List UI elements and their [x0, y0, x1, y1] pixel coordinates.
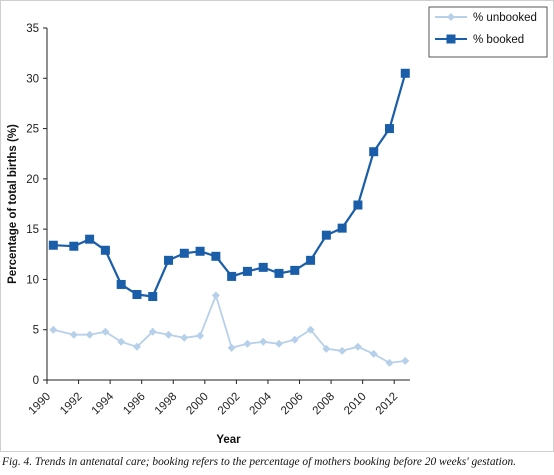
x-tick-label: 1990	[27, 391, 54, 418]
x-axis-title: Year	[216, 434, 241, 446]
data-point	[258, 262, 268, 272]
data-point	[369, 349, 378, 358]
y-tick-label: 25	[26, 124, 39, 136]
data-point	[148, 327, 157, 336]
data-point	[306, 325, 315, 334]
data-point	[69, 330, 78, 339]
data-point	[117, 337, 126, 346]
series-unbooked	[49, 291, 410, 367]
series-booked	[48, 68, 410, 302]
y-tick-label: 35	[26, 23, 39, 35]
series-layer	[48, 68, 410, 367]
x-tick-label: 2000	[184, 391, 211, 418]
data-point	[69, 241, 79, 251]
legend-swatch-marker	[447, 13, 455, 21]
legend-swatch-marker	[446, 34, 456, 44]
data-point	[101, 327, 110, 336]
data-point	[49, 325, 58, 334]
figure-caption: Fig. 4. Trends in antenatal care; bookin…	[2, 456, 517, 468]
data-point	[275, 339, 284, 348]
x-tick-label: 1994	[90, 390, 117, 417]
data-point	[274, 268, 284, 278]
data-point	[243, 339, 252, 348]
data-point	[290, 265, 300, 275]
data-point	[132, 342, 141, 351]
y-tick-label: 20	[26, 174, 39, 186]
x-tick-label: 1992	[58, 391, 85, 418]
data-point	[132, 290, 142, 300]
data-point	[100, 245, 110, 255]
data-point	[401, 356, 410, 365]
data-point	[164, 255, 174, 265]
data-point	[48, 240, 58, 250]
data-point	[353, 200, 363, 210]
data-point	[195, 246, 205, 256]
x-tick-label: 2002	[216, 391, 243, 418]
y-tick-label: 5	[33, 325, 39, 337]
data-point	[337, 223, 347, 233]
x-tick-label: 1998	[153, 391, 180, 418]
data-point	[290, 335, 299, 344]
data-point	[227, 271, 237, 281]
y-tick-label: 10	[26, 274, 39, 286]
series-line	[53, 72, 407, 298]
y-tick-label: 30	[26, 73, 39, 85]
x-tick-label: 1996	[121, 391, 148, 418]
data-point	[306, 255, 316, 265]
y-axis-title: Percentage of total births (%)	[7, 124, 19, 284]
chart-figure: 0 5 10 15 20 25 30 35 1990 1992 1994 1996 1998 2000 20…	[0, 0, 554, 452]
data-point	[369, 147, 379, 157]
data-point	[384, 124, 394, 134]
x-tick-label: 2008	[311, 391, 338, 418]
data-point	[322, 344, 331, 353]
data-point	[353, 342, 362, 351]
data-point	[85, 330, 94, 339]
data-point	[400, 68, 410, 78]
x-tick-label: 2010	[342, 391, 369, 418]
data-point	[85, 234, 95, 244]
data-point	[242, 266, 252, 276]
data-point	[116, 279, 126, 289]
data-point	[179, 248, 189, 258]
data-point	[338, 346, 347, 355]
legend-label: % booked	[473, 34, 524, 46]
data-point	[227, 343, 236, 352]
legend-box	[428, 6, 548, 58]
data-point	[385, 358, 394, 367]
y-tick-label: 0	[33, 375, 39, 387]
data-point	[259, 337, 268, 346]
data-point	[321, 230, 331, 240]
data-point	[180, 333, 189, 342]
data-point	[211, 291, 220, 300]
legend-label: % unbooked	[473, 12, 537, 24]
data-point	[164, 330, 173, 339]
y-tick-label: 15	[26, 224, 39, 236]
x-tick-label: 2012	[374, 391, 401, 418]
legend: % unbooked % booked	[428, 6, 548, 58]
x-tick-label: 2004	[247, 390, 274, 417]
data-point	[211, 251, 221, 261]
x-tick-label: 2006	[279, 391, 306, 418]
data-point	[196, 331, 205, 340]
data-point	[148, 292, 158, 302]
